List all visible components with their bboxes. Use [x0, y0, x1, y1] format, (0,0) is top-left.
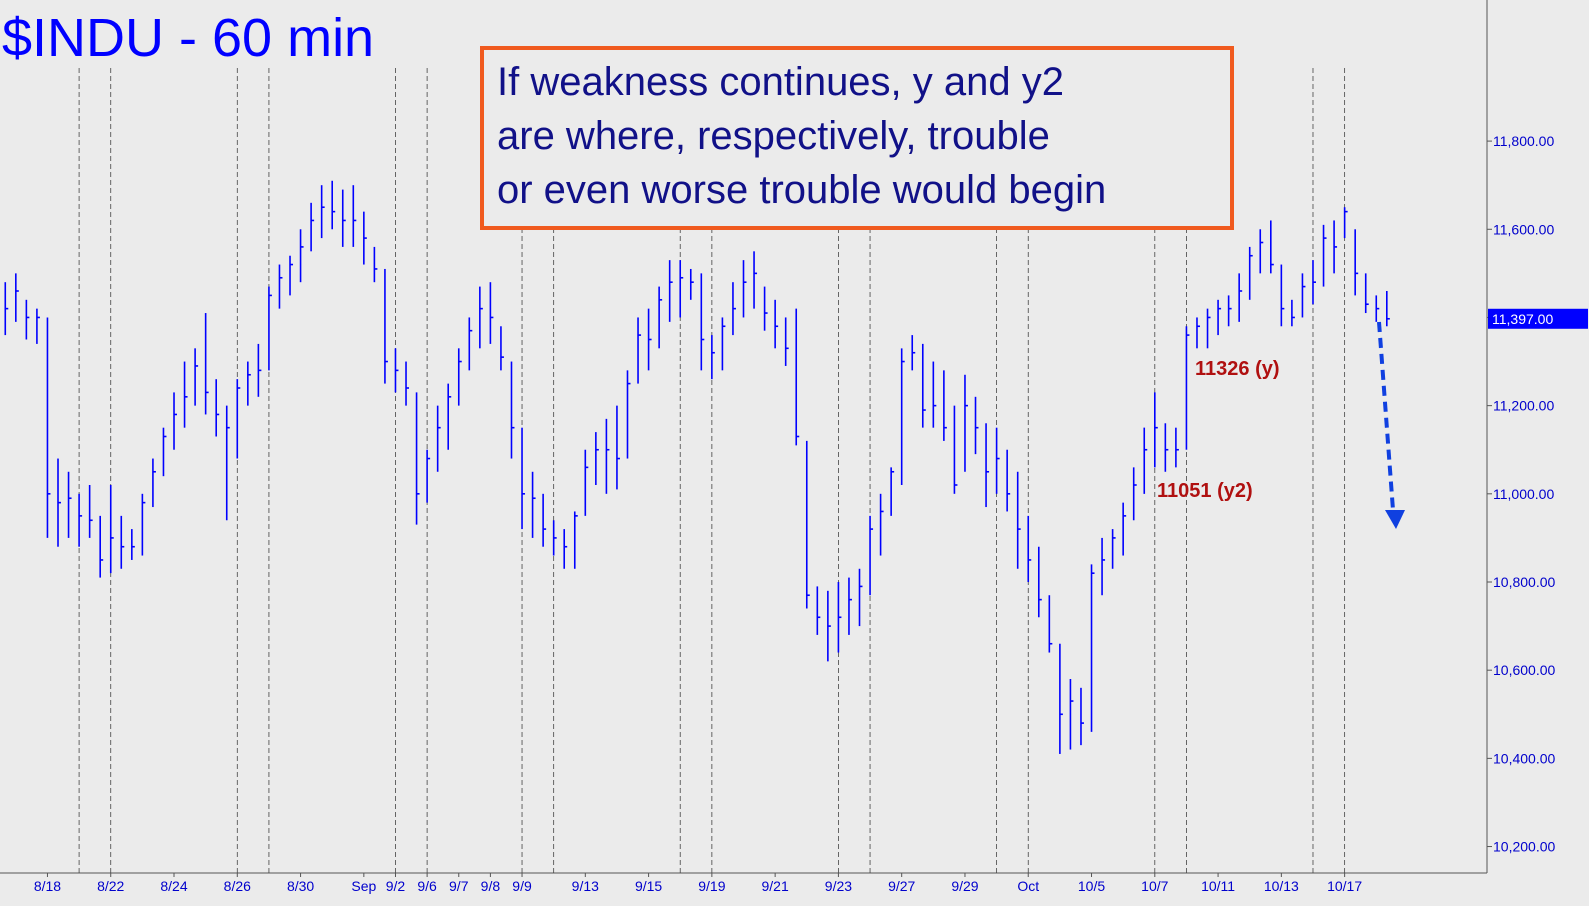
y-tick-label: 10,800.00	[1493, 574, 1555, 590]
x-tick-label: 8/18	[34, 878, 61, 894]
x-tick-label: 9/15	[635, 878, 662, 894]
callout-line: or even worse trouble would begin	[497, 168, 1106, 212]
x-tick-label: 9/23	[825, 878, 852, 894]
bars	[4, 180, 1390, 754]
axes: 10,200.00 10,400.00 10,600.00 10,800.00 11,0…	[34, 133, 1588, 894]
y-tick-label: 10,200.00	[1493, 839, 1555, 855]
x-tick-label: 10/11	[1201, 878, 1235, 894]
last-price-label: 11,397.00	[1492, 311, 1553, 327]
y-tick-label: 11,200.00	[1493, 398, 1554, 414]
x-tick-label: 9/2	[386, 878, 406, 894]
x-tick-label: 9/21	[762, 878, 789, 894]
callout-line: are where, respectively, trouble	[497, 114, 1050, 158]
x-tick-label: 9/7	[449, 878, 469, 894]
y-tick-label: 10,600.00	[1493, 662, 1555, 678]
x-tick-label: 9/6	[417, 878, 437, 894]
x-tick-label: 9/19	[698, 878, 725, 894]
last-price-box	[1488, 308, 1588, 329]
x-tick-label: Sep	[351, 878, 376, 894]
chart-title: $INDU - 60 min	[2, 8, 374, 68]
callout-box	[480, 46, 1234, 230]
x-tick-label: 10/5	[1078, 878, 1105, 894]
x-tick-label: 9/9	[512, 878, 532, 894]
forecast-arrowhead	[1385, 510, 1405, 529]
x-tick-label: 8/26	[224, 878, 251, 894]
annotation: 11051 (y2)	[1157, 480, 1253, 502]
y-tick-label: 10,400.00	[1493, 750, 1555, 766]
callout: If weakness continues, y and y2 are wher…	[497, 60, 1106, 212]
x-tick-label: 9/13	[572, 878, 599, 894]
x-tick-label: 10/7	[1141, 878, 1168, 894]
y-tick-label: 11,600.00	[1493, 221, 1554, 237]
x-tick-label: 10/17	[1327, 878, 1362, 894]
x-tick-label: 10/13	[1264, 878, 1299, 894]
y-tick-label: 11,000.00	[1493, 486, 1554, 502]
x-tick-label: Oct	[1017, 878, 1039, 894]
x-tick-label: 9/29	[951, 878, 978, 894]
x-tick-label: 8/22	[97, 878, 124, 894]
y-tick-label: 11,800.00	[1493, 133, 1554, 149]
x-tick-label: 8/24	[160, 878, 187, 894]
x-tick-label: 8/30	[287, 878, 314, 894]
x-tick-label: 9/8	[481, 878, 501, 894]
x-tick-label: 9/27	[888, 878, 915, 894]
callout-line: If weakness continues, y and y2	[497, 60, 1064, 104]
annotation: 11326 (y)	[1195, 358, 1280, 380]
